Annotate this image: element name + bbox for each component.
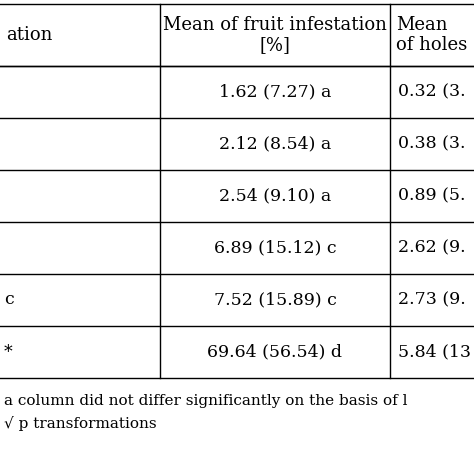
Text: 2.12 (8.54) a: 2.12 (8.54) a [219, 136, 331, 153]
Text: 69.64 (56.54) d: 69.64 (56.54) d [208, 344, 343, 361]
Text: *: * [4, 344, 13, 361]
Text: 2.73 (9.: 2.73 (9. [398, 292, 466, 309]
Text: 5.84 (13: 5.84 (13 [398, 344, 471, 361]
Text: ation: ation [6, 26, 52, 44]
Text: Mean of fruit infestation
[%]: Mean of fruit infestation [%] [163, 16, 387, 55]
Text: 0.32 (3.: 0.32 (3. [398, 83, 465, 100]
Text: 2.62 (9.: 2.62 (9. [398, 239, 465, 256]
Text: a column did not differ significantly on the basis of l: a column did not differ significantly on… [4, 394, 408, 408]
Text: 2.54 (9.10) a: 2.54 (9.10) a [219, 188, 331, 204]
Text: c: c [4, 292, 14, 309]
Text: √ p transformations: √ p transformations [4, 416, 156, 431]
Text: 1.62 (7.27) a: 1.62 (7.27) a [219, 83, 331, 100]
Text: 7.52 (15.89) c: 7.52 (15.89) c [214, 292, 337, 309]
Text: 0.89 (5.: 0.89 (5. [398, 188, 465, 204]
Text: 0.38 (3.: 0.38 (3. [398, 136, 465, 153]
Text: Mean
of holes: Mean of holes [396, 16, 467, 55]
Text: 6.89 (15.12) c: 6.89 (15.12) c [214, 239, 337, 256]
